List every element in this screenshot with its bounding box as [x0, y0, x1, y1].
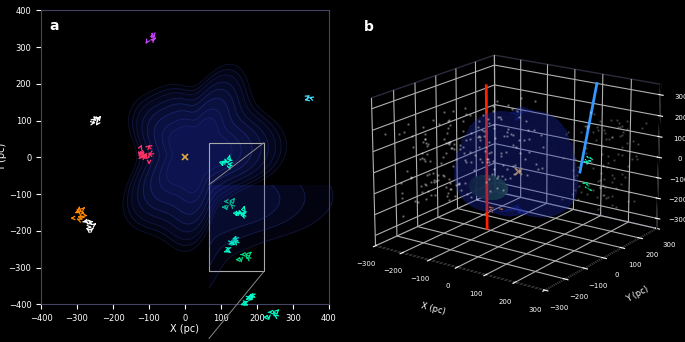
Polygon shape	[138, 82, 269, 232]
Polygon shape	[166, 118, 232, 193]
Polygon shape	[124, 146, 280, 267]
Bar	[210, 143, 264, 271]
Y-axis label: Y (pc): Y (pc)	[625, 285, 650, 304]
X-axis label: X (pc): X (pc)	[171, 325, 199, 334]
Polygon shape	[143, 89, 261, 224]
Polygon shape	[104, 129, 305, 286]
Polygon shape	[132, 75, 275, 240]
Polygon shape	[82, 110, 333, 306]
Text: a: a	[50, 19, 59, 33]
Text: b: b	[364, 20, 374, 34]
Polygon shape	[127, 70, 281, 246]
Y-axis label: Y (pc): Y (pc)	[0, 143, 7, 171]
X-axis label: X (pc): X (pc)	[420, 301, 446, 316]
Polygon shape	[151, 98, 252, 214]
Polygon shape	[123, 64, 286, 251]
Polygon shape	[160, 109, 241, 202]
